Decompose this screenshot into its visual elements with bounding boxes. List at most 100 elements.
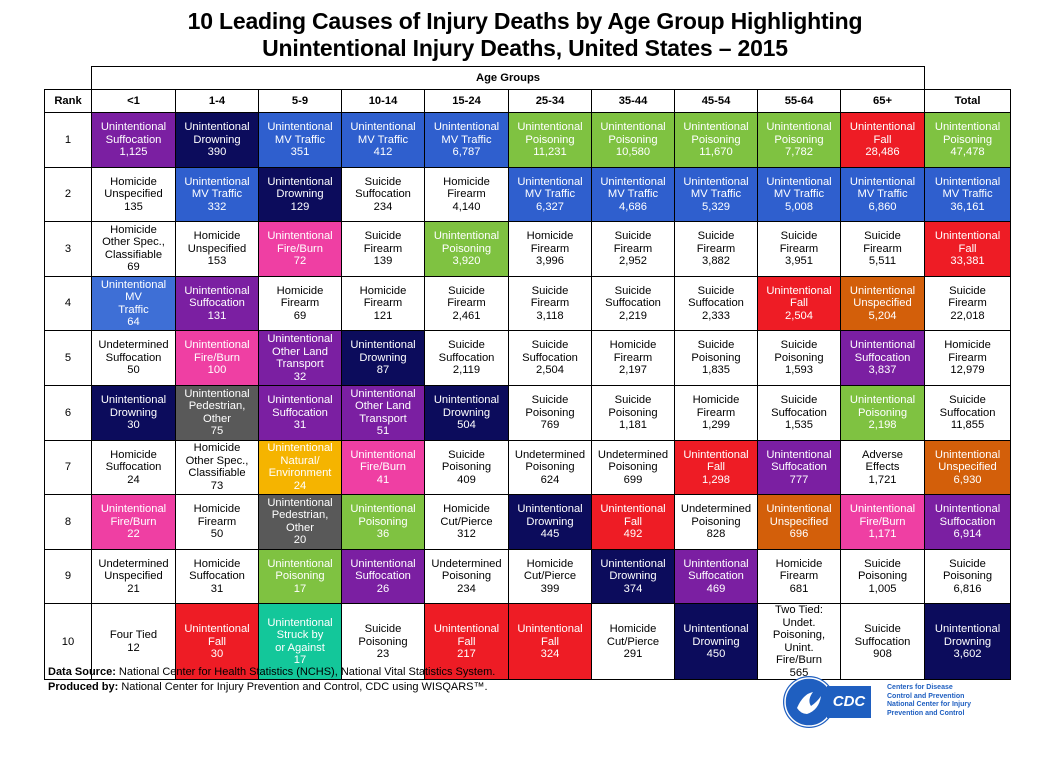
- cause-label: Unintentional: [600, 503, 666, 516]
- cause-label: Cut/Pierce: [606, 635, 660, 648]
- cause-label: Unspecified: [769, 515, 829, 528]
- cause-cell: Homicide Other Spec., Classifiable 73: [175, 439, 259, 496]
- cause-label: Drowning: [609, 570, 657, 583]
- cause-label: Poisoning: [441, 461, 492, 474]
- hhs-seal-icon: [783, 676, 835, 728]
- cause-label: Homicide: [609, 339, 657, 352]
- cause-cell: Undetermined Poisoning 699: [591, 439, 675, 496]
- death-count: 1,721: [868, 473, 897, 486]
- rank-cell: 6: [44, 384, 92, 441]
- corner-blank-right: [925, 67, 1011, 90]
- cause-cell: Unintentional Poisoning 2,198: [839, 384, 926, 441]
- cdc-logo-text: Centers for Disease Control and Preventi…: [887, 684, 987, 718]
- cause-label: Unintentional: [350, 503, 416, 516]
- cause-cell: Suicide Firearm 22,018: [924, 275, 1012, 332]
- death-count: 135: [124, 200, 143, 213]
- cause-label: Unintentional: [600, 175, 666, 188]
- cause-label: Drowning: [193, 133, 241, 146]
- cause-cell: Undetermined Poisoning 828: [674, 494, 758, 550]
- cause-label: Drowning: [692, 635, 740, 648]
- title-line-2: Unintentional Injury Deaths, United Stat…: [262, 35, 788, 61]
- cause-cell: Unintentional Suffocation 469: [674, 548, 758, 605]
- cause-cell: Unintentional Pedestrian, Other 20: [258, 494, 342, 550]
- death-count: 11,231: [533, 146, 567, 159]
- death-count: 492: [623, 528, 643, 541]
- cause-label: Unintentional: [766, 284, 832, 297]
- cause-label: Unintentional: [934, 175, 1001, 188]
- cause-label: Suicide: [949, 394, 986, 407]
- cause-label: Homicide: [443, 175, 490, 188]
- death-count: 6,860: [868, 200, 897, 213]
- cause-cell: Homicide Firearm 2,197: [591, 330, 675, 386]
- cause-cell: Suicide Poisoning 6,816: [924, 548, 1012, 605]
- cause-cell: Unintentional Fall 2,504: [757, 275, 841, 332]
- cause-cell: Suicide Poisoning 1,835: [674, 330, 758, 386]
- cause-label: Suffocation: [355, 188, 411, 201]
- death-count: 75: [210, 425, 224, 438]
- cause-label: Unintentional: [267, 230, 333, 243]
- cause-cell: Unintentional Other Land Transport 51: [341, 384, 425, 441]
- cause-label: Homicide: [443, 503, 490, 516]
- cause-label: Unintentional: [934, 448, 1001, 461]
- cause-cell: Suicide Poisoning 409: [424, 439, 509, 496]
- cause-label: MV Traffic: [857, 188, 908, 201]
- cause-label: Suffocation: [438, 351, 495, 364]
- cause-cell: Unintentional Fall 33,381: [924, 221, 1012, 277]
- cause-label: Firearm: [197, 515, 237, 528]
- death-count: 312: [457, 528, 476, 541]
- cause-label: Environment: [268, 467, 332, 480]
- cause-label: Firearm: [280, 297, 320, 310]
- death-count: 1,125: [119, 146, 148, 159]
- death-count: 36: [376, 528, 390, 541]
- death-count: 409: [457, 473, 476, 486]
- column-header-row: Rank <1 1-4 5-9 10-14 15-24 25-34 35-44 45-54 55…: [44, 89, 1012, 113]
- death-count: 47,478: [950, 146, 985, 159]
- cause-label: Poisoning: [608, 406, 658, 419]
- death-count: 6,930: [953, 473, 982, 486]
- death-count: 139: [373, 255, 393, 268]
- cause-label: Suffocation: [688, 297, 744, 310]
- cause-label: Unintentional: [100, 503, 167, 516]
- cause-label: Firearm: [613, 351, 653, 364]
- cause-label: Suicide: [614, 284, 652, 297]
- cause-label: Unintentional: [100, 121, 167, 134]
- column-header: 5-9: [258, 89, 342, 113]
- cause-label: Suffocation: [605, 297, 661, 310]
- cause-label: Fire/Burn: [859, 515, 906, 528]
- death-count: 20: [293, 534, 307, 547]
- cause-cell: Homicide Firearm 4,140: [424, 166, 509, 223]
- cause-label: Suffocation: [939, 515, 996, 528]
- death-count: 1,005: [868, 582, 897, 595]
- cause-label: Suicide: [864, 557, 901, 570]
- cause-cell: Homicide Firearm 50: [175, 494, 259, 550]
- data-source-line: Data Source: National Center for Health …: [48, 665, 495, 680]
- table-row: 1 Unintentional Suffocation 1,125 Unintentio…: [44, 112, 1012, 168]
- data-source-text: National Center for Health Statistics (N…: [115, 666, 496, 678]
- death-count: 469: [706, 582, 726, 595]
- cause-label: Poisoning: [441, 242, 492, 255]
- death-count: 1,593: [785, 364, 813, 377]
- death-count: 36,161: [950, 200, 985, 213]
- cause-cell: Undetermined Suffocation 50: [91, 330, 176, 386]
- cause-label: Firearm: [779, 242, 819, 255]
- cause-label: Classifiable: [104, 248, 163, 261]
- cause-label: Effects: [865, 461, 900, 474]
- cause-label: Suicide: [864, 230, 901, 243]
- logo-line-2: Control and Prevention: [887, 692, 965, 700]
- death-count: 22: [127, 528, 140, 541]
- cause-label: Poisoning: [358, 635, 408, 648]
- death-count: 100: [207, 364, 227, 377]
- death-count: 21: [127, 582, 140, 595]
- cause-cell: Unintentional Fall 217: [424, 603, 509, 681]
- cause-label: Unintentional: [267, 175, 333, 188]
- cause-cell: Homicide Cut/Pierce 312: [424, 494, 509, 550]
- table-row: 5 Undetermined Suffocation 50 Unintentional F…: [44, 330, 1012, 386]
- cause-label: Poisoning: [608, 133, 658, 146]
- cause-cell: Unintentional Other Land Transport 32: [258, 330, 342, 386]
- cause-cell: Suicide Suffocation 11,855: [924, 384, 1012, 441]
- rank-cell: 2: [44, 166, 92, 223]
- table-row: 9 Undetermined Unspecified 21 Homicide Suffoc…: [44, 548, 1012, 605]
- death-count: 30: [210, 648, 224, 661]
- death-count: 32: [293, 370, 307, 383]
- logo-line-3: National Center for Injury: [887, 701, 972, 708]
